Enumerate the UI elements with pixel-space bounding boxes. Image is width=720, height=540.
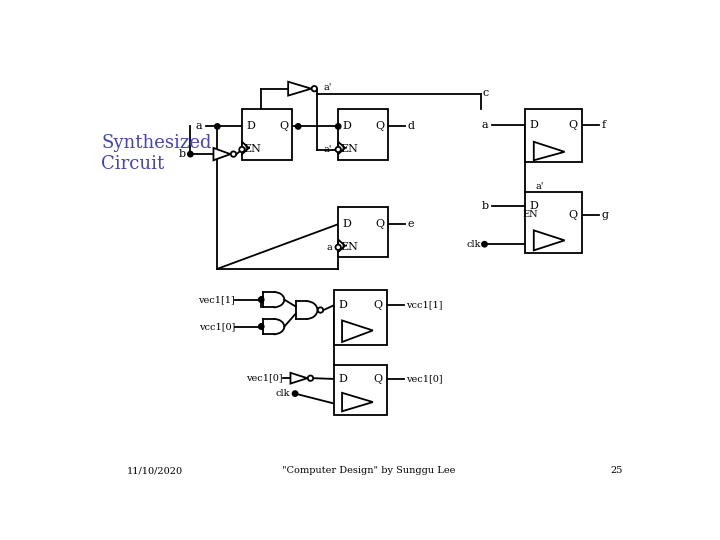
Text: Q: Q [569,210,577,220]
Bar [525,110,582,162]
Bar [242,110,292,159]
Circle shape [215,124,220,129]
Polygon shape [342,393,373,411]
Text: D: D [338,374,347,384]
Text: f: f [601,120,606,130]
Polygon shape [342,320,373,342]
Text: Q: Q [375,219,384,229]
Text: EN: EN [244,145,261,154]
Polygon shape [534,231,564,251]
Text: b: b [481,201,488,211]
Text: D: D [529,201,539,211]
Text: Q: Q [375,122,384,131]
Circle shape [318,307,323,313]
Text: b: b [179,149,186,159]
Text: vcc1[0]: vcc1[0] [199,322,235,331]
Text: D: D [338,300,347,310]
Circle shape [231,151,236,157]
Text: a: a [482,120,488,130]
Bar [338,207,388,257]
Text: Q: Q [374,300,383,310]
Text: vec1[1]: vec1[1] [198,295,235,304]
Circle shape [336,124,341,129]
Text: Q: Q [569,120,577,130]
Text: a: a [195,122,202,131]
Polygon shape [213,148,230,160]
Text: vcc1[1]: vcc1[1] [406,301,443,309]
Text: D: D [246,122,255,131]
Text: Synthesized
Circuit: Synthesized Circuit [101,134,212,173]
Text: a': a' [323,83,332,92]
Polygon shape [242,142,249,154]
Text: clk: clk [276,389,290,398]
Polygon shape [288,82,311,96]
Text: D: D [342,122,351,131]
Text: D: D [529,120,539,130]
Circle shape [188,151,193,157]
Text: 25: 25 [611,466,623,475]
Circle shape [295,124,301,129]
Text: EN: EN [340,145,358,154]
Bar [334,365,387,415]
Polygon shape [290,373,307,383]
Circle shape [239,147,245,152]
Text: a: a [326,243,332,252]
Text: a': a' [323,145,332,154]
Circle shape [336,245,341,250]
Circle shape [292,391,298,396]
Text: 11/10/2020: 11/10/2020 [127,466,183,475]
Text: "Computer Design" by Sunggu Lee: "Computer Design" by Sunggu Lee [282,466,456,475]
Polygon shape [338,142,345,154]
Text: D: D [342,219,351,229]
Text: clk: clk [466,240,481,249]
Text: a': a' [536,182,544,191]
Text: Q: Q [374,374,383,384]
Circle shape [258,324,264,329]
Bar [338,110,388,159]
Text: vec1[0]: vec1[0] [246,374,283,383]
Text: g: g [601,210,608,220]
Circle shape [312,86,317,91]
Text: Q: Q [279,122,288,131]
Text: EN: EN [340,242,358,252]
Text: EN: EN [523,211,539,219]
Polygon shape [534,142,564,160]
Circle shape [482,241,487,247]
Circle shape [336,147,341,152]
Text: e: e [408,219,414,229]
Text: d: d [408,122,415,131]
Bar [334,289,387,345]
Text: vec1[0]: vec1[0] [406,374,443,383]
Circle shape [307,375,313,381]
Polygon shape [338,240,345,252]
Text: c: c [483,87,489,98]
Circle shape [258,297,264,302]
Bar [525,192,582,253]
